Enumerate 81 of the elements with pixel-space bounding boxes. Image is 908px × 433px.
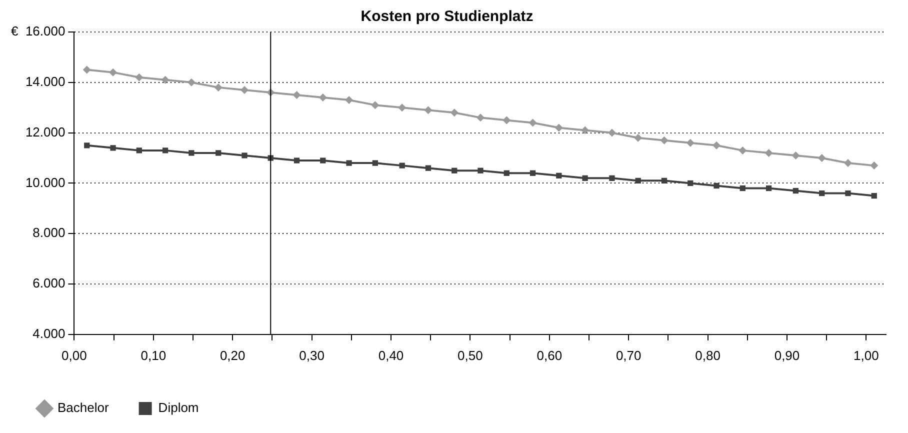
x-tick-label: 0,60 xyxy=(536,348,562,363)
point xyxy=(399,162,405,168)
point xyxy=(844,159,852,168)
point xyxy=(740,185,746,192)
x-tick-label: 0,00 xyxy=(62,348,87,363)
x-tick-label: 0,50 xyxy=(458,348,483,363)
point xyxy=(609,175,615,181)
point xyxy=(661,178,668,184)
point xyxy=(162,148,168,154)
y-tick-label: 14.000 xyxy=(25,74,66,89)
point xyxy=(320,158,326,164)
point xyxy=(660,136,668,144)
point xyxy=(187,78,196,86)
point xyxy=(242,152,248,158)
x-tick-label: 0,90 xyxy=(774,348,800,363)
point xyxy=(792,188,799,194)
point xyxy=(240,86,248,94)
point xyxy=(478,168,484,174)
point xyxy=(294,158,300,164)
point xyxy=(345,96,354,104)
point xyxy=(635,178,641,184)
point xyxy=(819,190,825,196)
x-tick-label: 0,20 xyxy=(220,348,246,363)
point xyxy=(714,182,720,189)
point xyxy=(504,170,510,176)
point xyxy=(188,150,194,156)
point xyxy=(871,192,877,199)
y-tick-label: € 16.000 xyxy=(10,24,66,39)
point xyxy=(136,148,142,154)
point xyxy=(528,118,537,127)
point xyxy=(135,73,144,82)
point xyxy=(556,172,562,178)
point xyxy=(292,91,301,99)
point xyxy=(845,190,851,196)
point xyxy=(214,83,222,92)
point xyxy=(581,126,590,134)
point xyxy=(216,150,222,156)
point xyxy=(766,185,772,192)
point xyxy=(686,138,694,147)
x-tick-label: 0,10 xyxy=(140,348,166,363)
x-tick-label: 0,30 xyxy=(299,348,324,363)
y-tick-label: 8.000 xyxy=(32,225,66,240)
y-tick-label: 4.000 xyxy=(32,326,66,341)
point xyxy=(82,66,91,74)
point xyxy=(110,145,116,151)
x-tick-label: 0,40 xyxy=(378,348,404,363)
point xyxy=(372,160,378,166)
legend-label: Bachelor xyxy=(58,400,110,416)
point xyxy=(450,108,458,117)
chart-title: Kosten pro Studienplatz xyxy=(360,8,534,26)
y-tick-label: 6.000 xyxy=(32,276,66,291)
point xyxy=(476,114,485,122)
point xyxy=(688,180,694,186)
point xyxy=(346,160,352,166)
point xyxy=(398,104,406,112)
point xyxy=(554,124,563,132)
point xyxy=(582,175,588,181)
point xyxy=(161,76,170,84)
point xyxy=(371,101,380,110)
point xyxy=(818,154,826,162)
point xyxy=(870,162,878,170)
point xyxy=(452,168,458,174)
x-tick-label: 0,80 xyxy=(695,348,720,363)
point xyxy=(764,148,773,157)
x-tick-label: 0,70 xyxy=(616,348,642,363)
point xyxy=(530,170,536,176)
point xyxy=(84,142,90,148)
point xyxy=(425,165,432,171)
legend-label: Diplom xyxy=(158,400,199,416)
point xyxy=(712,141,721,150)
point xyxy=(634,134,642,142)
y-tick-label: 10.000 xyxy=(25,174,66,190)
y-tick-label: 12.000 xyxy=(25,124,66,140)
point xyxy=(424,106,432,114)
x-tick-label: 1,00 xyxy=(854,348,879,363)
point xyxy=(318,94,327,102)
point xyxy=(109,68,118,76)
point xyxy=(792,151,800,160)
point xyxy=(738,146,747,154)
point xyxy=(502,116,511,124)
point xyxy=(608,128,616,137)
